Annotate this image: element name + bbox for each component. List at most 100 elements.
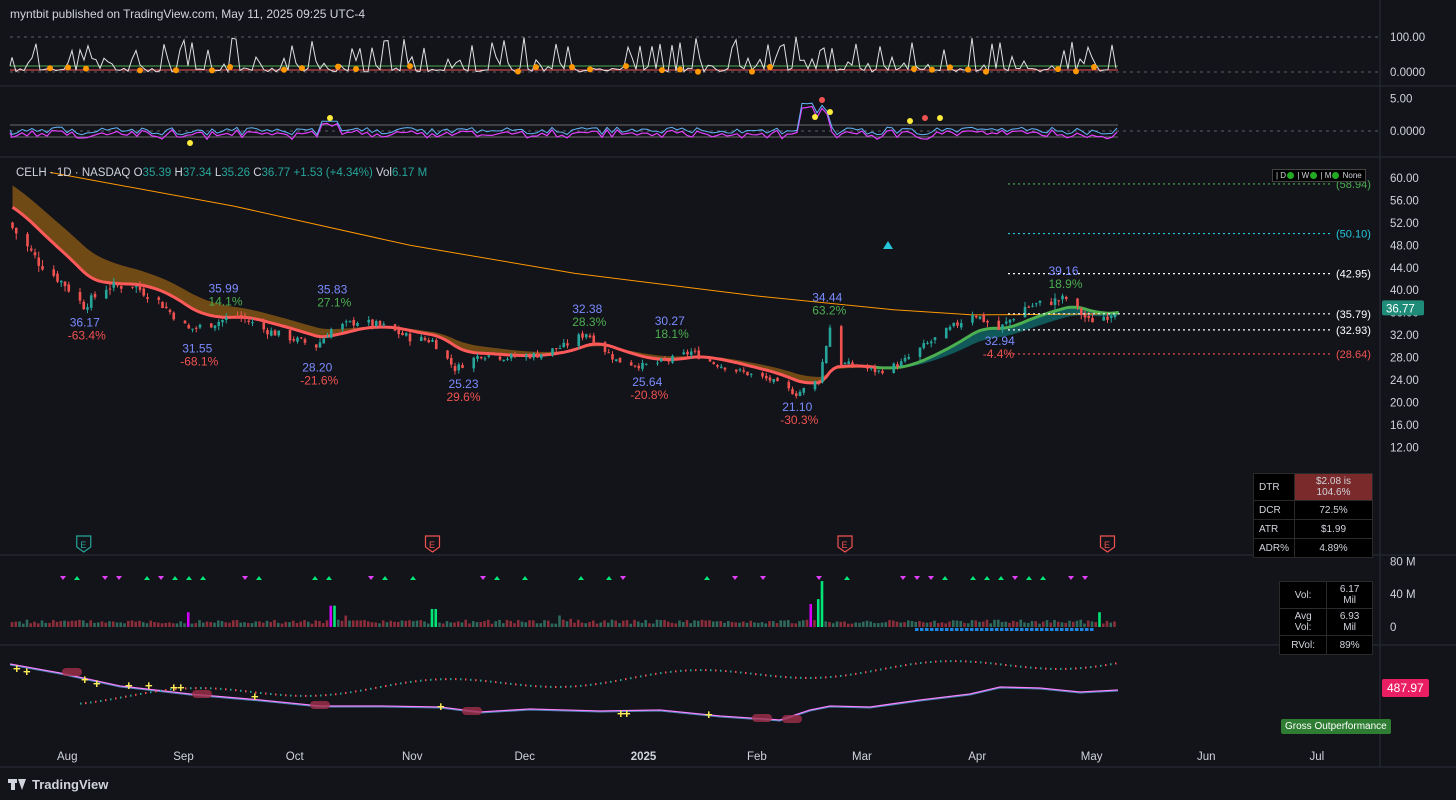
volume-table: Vol: 6.17 Mil Avg Vol: 6.93 Mil RVol: 89%: [1278, 581, 1373, 655]
breadth-dot: [340, 692, 342, 695]
breadth-dot: [685, 669, 687, 672]
candle-body: [1083, 313, 1087, 318]
breadth-dot: [270, 693, 272, 696]
dtr-table: DTR $2.08 is 104.6% DCR 72.5% ATR $1.99 ADR…: [1252, 473, 1373, 558]
dtr-label: DTR: [1252, 473, 1296, 501]
volume-signal-marker: [480, 576, 486, 580]
breadth-dot: [810, 676, 812, 679]
volume-bar: [801, 620, 805, 627]
candle-body: [933, 337, 937, 341]
breadth-dot: [770, 674, 772, 677]
volume-bar: [310, 623, 314, 627]
candle-body: [903, 357, 907, 362]
breadth-dot: [790, 676, 792, 679]
osc1-dot: [65, 64, 71, 71]
candle-body: [716, 365, 719, 367]
table-row: Avg Vol: 6.93 Mil: [1278, 608, 1373, 636]
breadth-dot: [1030, 666, 1032, 669]
candle-body: [236, 315, 239, 317]
volume-signal-marker: [382, 576, 388, 580]
breadth-dot: [230, 688, 232, 691]
table-row: DTR $2.08 is 104.6%: [1252, 473, 1373, 501]
osc1-dot: [677, 66, 683, 73]
volume-bar: [235, 620, 239, 627]
breadth-dot: [125, 695, 127, 698]
volume-bar: [723, 622, 726, 627]
breadth-dot: [710, 669, 712, 672]
volume-bar: [535, 623, 539, 627]
candle-body: [277, 330, 281, 336]
volume-bar: [648, 623, 651, 627]
volume-bar: [550, 623, 554, 627]
tf-day[interactable]: | D: [1276, 171, 1287, 180]
volume-bar: [565, 621, 569, 627]
volume-bar: [663, 620, 666, 627]
volume-bar: [1086, 620, 1090, 627]
breadth-dot: [325, 694, 327, 697]
volume-bar: [464, 619, 468, 627]
osc1-tick-label: 100.00: [1390, 32, 1425, 44]
candle-body: [134, 286, 138, 288]
volume-bar: [906, 620, 910, 627]
candle-body: [644, 363, 648, 365]
tf-month[interactable]: | M: [1320, 171, 1332, 180]
volume-bar: [670, 622, 674, 627]
breadth-dot: [730, 670, 732, 673]
candle-body: [63, 281, 67, 287]
volume-dry-marker: [930, 628, 934, 631]
dtr-value: $2.08 is 104.6%: [1294, 473, 1373, 501]
symbol-label[interactable]: CELH · 1D · NASDAQ: [16, 167, 131, 179]
candle-body: [554, 348, 558, 350]
candle-body: [108, 288, 112, 290]
candle-body: [217, 321, 221, 326]
breadth-dot: [120, 696, 122, 699]
timeframe-toggle[interactable]: | D | W | M None: [1272, 169, 1366, 182]
breadth-dot: [405, 681, 407, 684]
candle-body: [434, 340, 438, 350]
x-axis-label: Mar: [852, 751, 872, 763]
volume-bar: [325, 620, 329, 627]
tf-week[interactable]: | W: [1297, 171, 1310, 180]
breadth-dot: [905, 664, 907, 667]
volume-dry-marker: [985, 628, 989, 631]
candle-body: [191, 328, 194, 330]
volume-bar: [453, 622, 456, 627]
pivot-price-label: 35.99: [209, 282, 239, 296]
volume-bar: [580, 622, 584, 627]
breadth-dot: [775, 675, 777, 678]
volume-dry-marker: [1050, 628, 1054, 631]
volume-bar: [1041, 621, 1045, 627]
tf-none[interactable]: None: [1342, 171, 1362, 180]
vol-label: Vol: [376, 167, 392, 179]
candle-body: [551, 348, 554, 355]
tradingview-logo-icon: [8, 779, 26, 790]
earnings-marker-icon: [837, 535, 853, 553]
volume-bar: [884, 622, 888, 627]
volume-bar: [389, 620, 393, 627]
breadth-dot: [80, 702, 82, 705]
breadth-dot: [310, 694, 312, 697]
volume-dry-marker: [935, 628, 939, 631]
breadth-dot: [85, 702, 87, 705]
volume-signal-marker: [494, 576, 500, 580]
volume-bar: [963, 622, 966, 627]
breadth-dot: [200, 687, 202, 690]
breadth-dot: [205, 687, 207, 690]
breadth-dot: [955, 660, 957, 663]
volume-bar: [374, 622, 378, 627]
volume-bar: [1056, 621, 1060, 627]
candle-body: [1049, 301, 1053, 305]
breadth-dot: [680, 669, 682, 672]
volume-bar: [501, 623, 505, 627]
candle-body: [374, 321, 378, 326]
volume-bar: [659, 620, 663, 627]
candle-body: [119, 286, 123, 289]
volume-bar: [183, 623, 186, 627]
candle-body: [959, 322, 963, 328]
breadth-dot: [380, 685, 382, 688]
earnings-marker-label: E: [1104, 540, 1110, 550]
breadth-dot: [280, 693, 282, 696]
level-line-label: (35.79): [1336, 309, 1371, 321]
volume-bar: [809, 604, 813, 627]
